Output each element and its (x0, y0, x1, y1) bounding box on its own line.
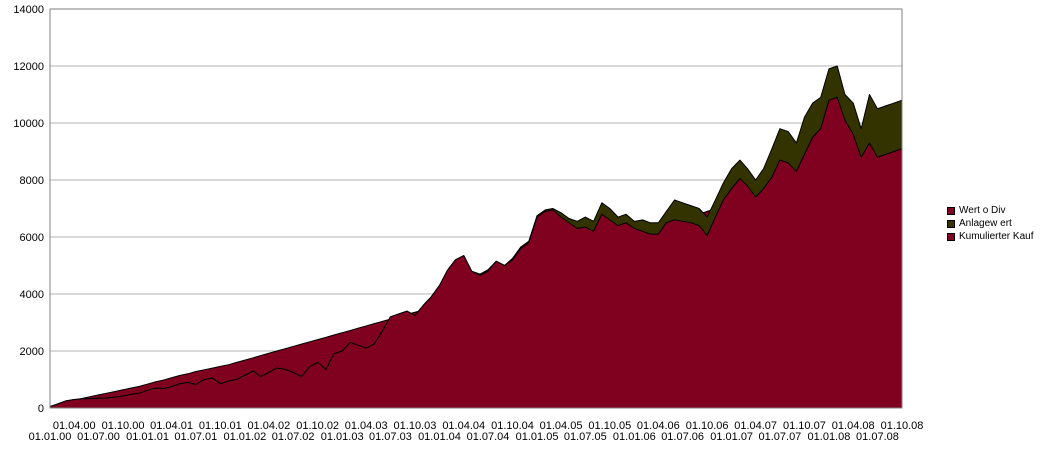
legend-item-wert: Wert o Div (947, 204, 1033, 217)
x-tick-label: 01.07.02 (272, 431, 315, 443)
x-tick-label: 01.01.02 (223, 431, 266, 443)
x-tick-label: 01.10.06 (686, 420, 729, 432)
x-tick-label: 01.10.07 (783, 420, 826, 432)
legend-swatch-anlagewert (947, 219, 955, 228)
y-tick-label: 8000 (20, 175, 44, 187)
y-axis-ticks: 0 2000 4000 6000 8000 10000 12000 14000 (13, 4, 44, 415)
x-tick-label: 01.04.03 (345, 420, 388, 432)
x-tick-label: 01.10.08 (881, 420, 924, 432)
area-series-0 (49, 96, 903, 409)
legend-label-wert: Wert o Div (959, 204, 1006, 216)
y-tick-label: 12000 (13, 61, 44, 73)
x-tick-label: 01.10.00 (102, 420, 145, 432)
area-series (49, 65, 903, 409)
x-axis-ticks: 01.04.00 01.10.00 01.04.01 01.10.01 01.04.02… (29, 420, 924, 443)
x-tick-label: 01.01.05 (516, 431, 559, 443)
x-tick-label: 01.07.07 (758, 431, 801, 443)
x-tick-label: 01.07.04 (467, 431, 510, 443)
x-tick-label: 01.04.04 (442, 420, 485, 432)
x-tick-label: 01.07.03 (369, 431, 412, 443)
x-tick-label: 01.01.01 (126, 431, 169, 443)
x-tick-label: 01.01.00 (29, 431, 72, 443)
y-tick-label: 10000 (13, 118, 44, 130)
x-tick-label: 01.01.03 (321, 431, 364, 443)
x-tick-label: 01.07.08 (856, 431, 899, 443)
legend-swatch-wert (947, 206, 955, 215)
legend-item-anlagewert: Anlagew ert (947, 217, 1033, 230)
legend-item-kumulierter-kauf: Kumulierter Kauf (947, 230, 1033, 243)
legend: Wert o Div Anlagew ert Kumulierter Kauf (947, 204, 1033, 243)
x-tick-label: 01.01.04 (418, 431, 461, 443)
x-tick-label: 01.07.06 (661, 431, 704, 443)
x-tick-label: 01.04.05 (540, 420, 583, 432)
x-tick-label: 01.04.00 (53, 420, 96, 432)
x-tick-label: 01.10.03 (394, 420, 437, 432)
x-tick-label: 01.01.08 (808, 431, 851, 443)
y-tick-label: 14000 (13, 4, 44, 16)
legend-label-anlagewert: Anlagew ert (959, 217, 1012, 229)
y-tick-label: 6000 (20, 232, 44, 244)
x-tick-label: 01.04.02 (247, 420, 290, 432)
y-tick-label: 2000 (20, 346, 44, 358)
legend-label-kumulierter-kauf: Kumulierter Kauf (959, 230, 1034, 242)
x-tick-label: 01.07.01 (174, 431, 217, 443)
x-tick-label: 01.10.05 (588, 420, 631, 432)
y-tick-label: 4000 (20, 289, 44, 301)
x-tick-label: 01.01.07 (710, 431, 753, 443)
x-tick-label: 01.01.06 (613, 431, 656, 443)
x-tick-label: 01.04.06 (637, 420, 680, 432)
x-tick-label: 01.10.01 (199, 420, 242, 432)
y-tick-label: 0 (38, 403, 44, 415)
plot-frame (49, 8, 903, 409)
x-tick-label: 01.04.08 (832, 420, 875, 432)
x-tick-label: 01.10.02 (296, 420, 339, 432)
x-tick-label: 01.10.04 (491, 420, 534, 432)
x-tick-label: 01.07.05 (564, 431, 607, 443)
x-tick-label: 01.07.00 (77, 431, 120, 443)
x-tick-label: 01.04.01 (150, 420, 193, 432)
x-tick-label: 01.04.07 (734, 420, 777, 432)
legend-swatch-kumulierter-kauf (947, 232, 955, 241)
